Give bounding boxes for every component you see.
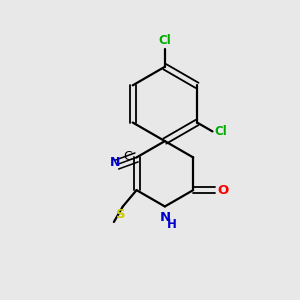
Text: N: N bbox=[110, 156, 120, 169]
Text: H: H bbox=[167, 218, 176, 231]
Text: N: N bbox=[159, 211, 170, 224]
Text: C: C bbox=[123, 151, 132, 164]
Text: S: S bbox=[116, 208, 126, 221]
Text: O: O bbox=[218, 184, 229, 196]
Text: Cl: Cl bbox=[158, 34, 171, 47]
Text: Cl: Cl bbox=[215, 125, 228, 138]
